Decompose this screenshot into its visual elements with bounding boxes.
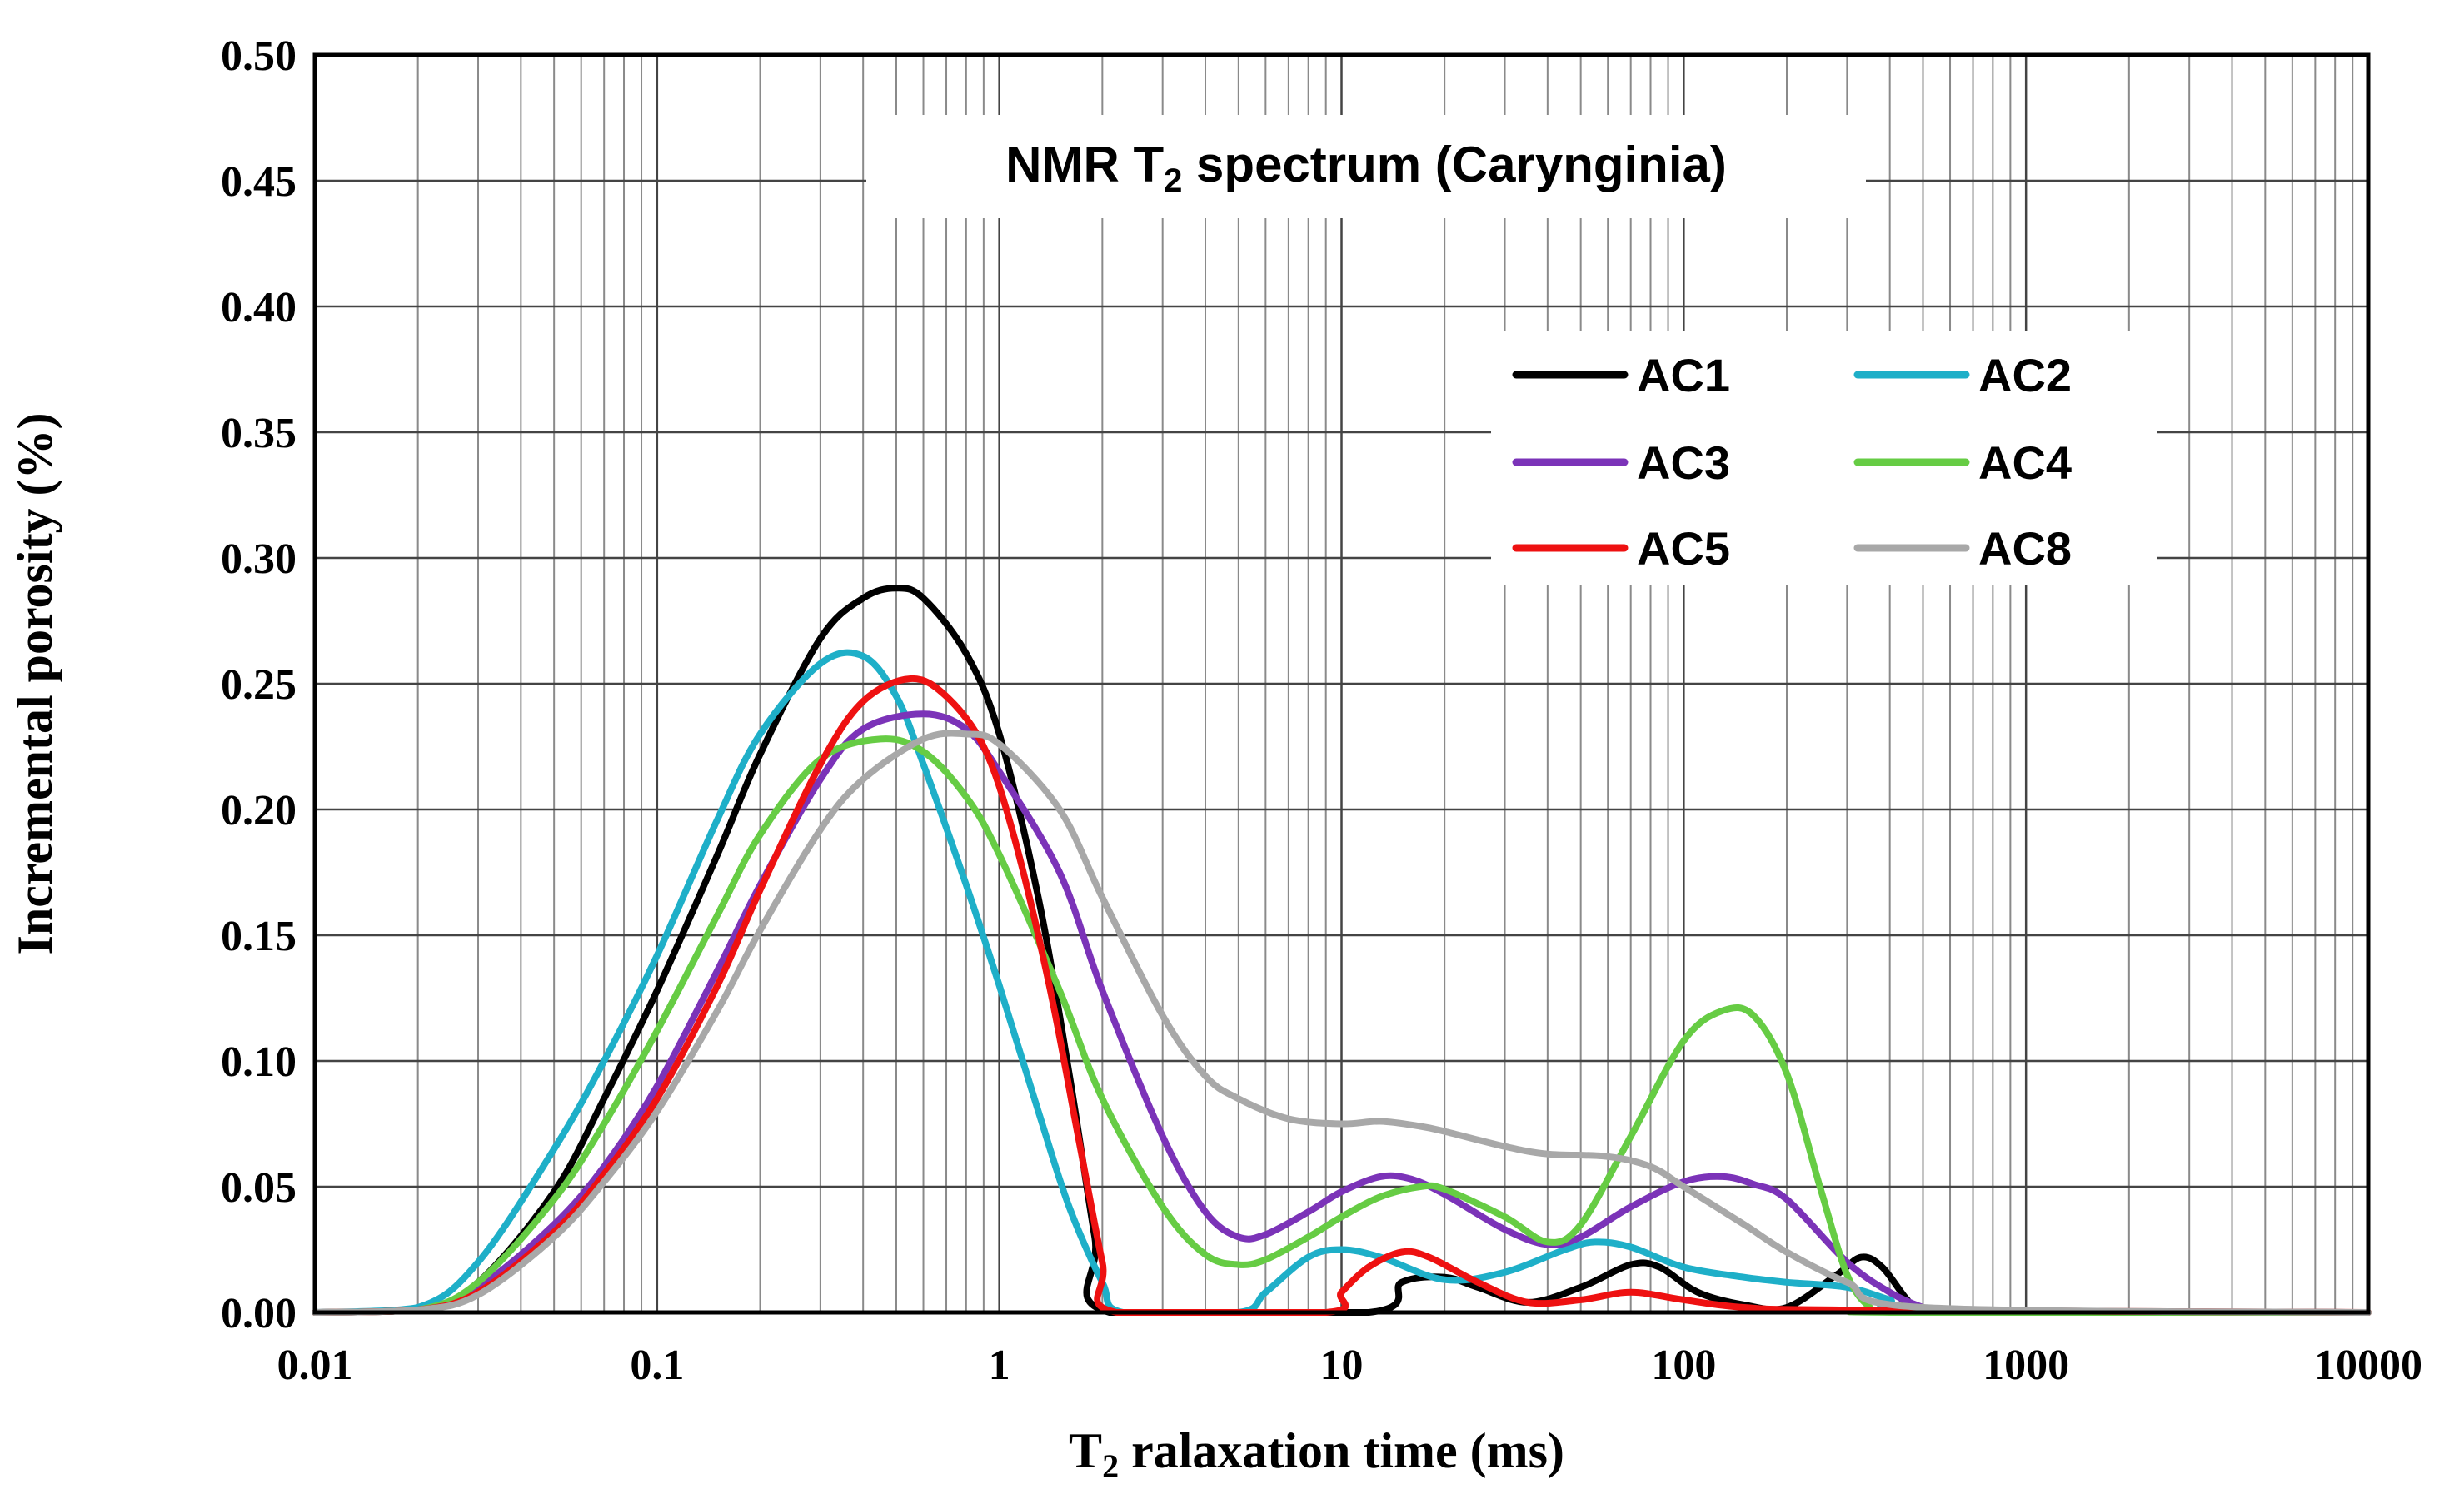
x-tick-label: 1000 [1983, 1342, 2069, 1389]
y-tick-label: 0.50 [221, 32, 297, 80]
y-tick-label: 0.05 [221, 1164, 297, 1212]
series-line-ac8 [312, 730, 2372, 1316]
chart-title-main: NMR T [1005, 137, 1164, 192]
y-tick-label: 0.45 [221, 158, 297, 206]
x-axis-label: T2 ralaxation time (ms) [1069, 1423, 1564, 1485]
series-layer [312, 585, 2372, 1317]
series-line-ac3 [312, 710, 2372, 1317]
legend-label-ac1: AC1 [1637, 349, 1730, 401]
x-tick-label: 100 [1651, 1342, 1716, 1389]
x-tick-label: 10 [1320, 1342, 1364, 1389]
x-tick-label: 0.01 [277, 1342, 353, 1389]
plot-frame [312, 52, 2371, 1315]
y-tick-label: 0.10 [221, 1038, 297, 1086]
y-tick-label: 0.00 [221, 1290, 297, 1337]
x-axis-label-sub: 2 [1102, 1447, 1119, 1485]
y-tick-labels: 0.00 0.05 0.10 0.15 0.20 0.25 0.30 0.35 0.40 0.45… [221, 32, 297, 1337]
legend-label-ac4: AC4 [1978, 436, 2072, 489]
chart-title-background [866, 115, 1866, 218]
x-axis-label-main: T [1069, 1423, 1102, 1478]
series-line-ac4 [312, 735, 2372, 1317]
legend-label-ac3: AC3 [1637, 436, 1730, 489]
y-axis-label: Incremental porosity (%) [7, 412, 62, 954]
chart-title-rest: spectrum (Carynginia) [1182, 137, 1726, 192]
legend-label-ac5: AC5 [1637, 522, 1730, 575]
y-tick-label: 0.35 [221, 410, 297, 457]
y-tick-label: 0.25 [221, 661, 297, 709]
x-tick-label: 10000 [2314, 1342, 2422, 1389]
grid [313, 53, 2370, 1314]
legend: AC1 AC2 AC3 AC4 AC5 AC8 [1491, 331, 2157, 585]
y-tick-label: 0.15 [221, 913, 297, 960]
y-tick-label: 0.30 [221, 535, 297, 583]
chart-title: NMR T2 spectrum (Carynginia) [1005, 137, 1727, 199]
chart-title-sub: 2 [1164, 162, 1182, 199]
x-axis-label-rest: ralaxation time (ms) [1119, 1423, 1564, 1478]
x-tick-label: 1 [989, 1342, 1010, 1389]
y-tick-label: 0.40 [221, 284, 297, 331]
legend-label-ac8: AC8 [1978, 522, 2072, 575]
x-tick-label: 0.1 [630, 1342, 684, 1389]
chart-title-box: NMR T2 spectrum (Carynginia) [866, 115, 1866, 218]
legend-label-ac2: AC2 [1978, 349, 2072, 401]
y-tick-label: 0.20 [221, 787, 297, 834]
series-line-ac5 [312, 675, 2372, 1316]
x-tick-labels: 0.01 0.1 1 10 100 1000 10000 [277, 1342, 2423, 1389]
